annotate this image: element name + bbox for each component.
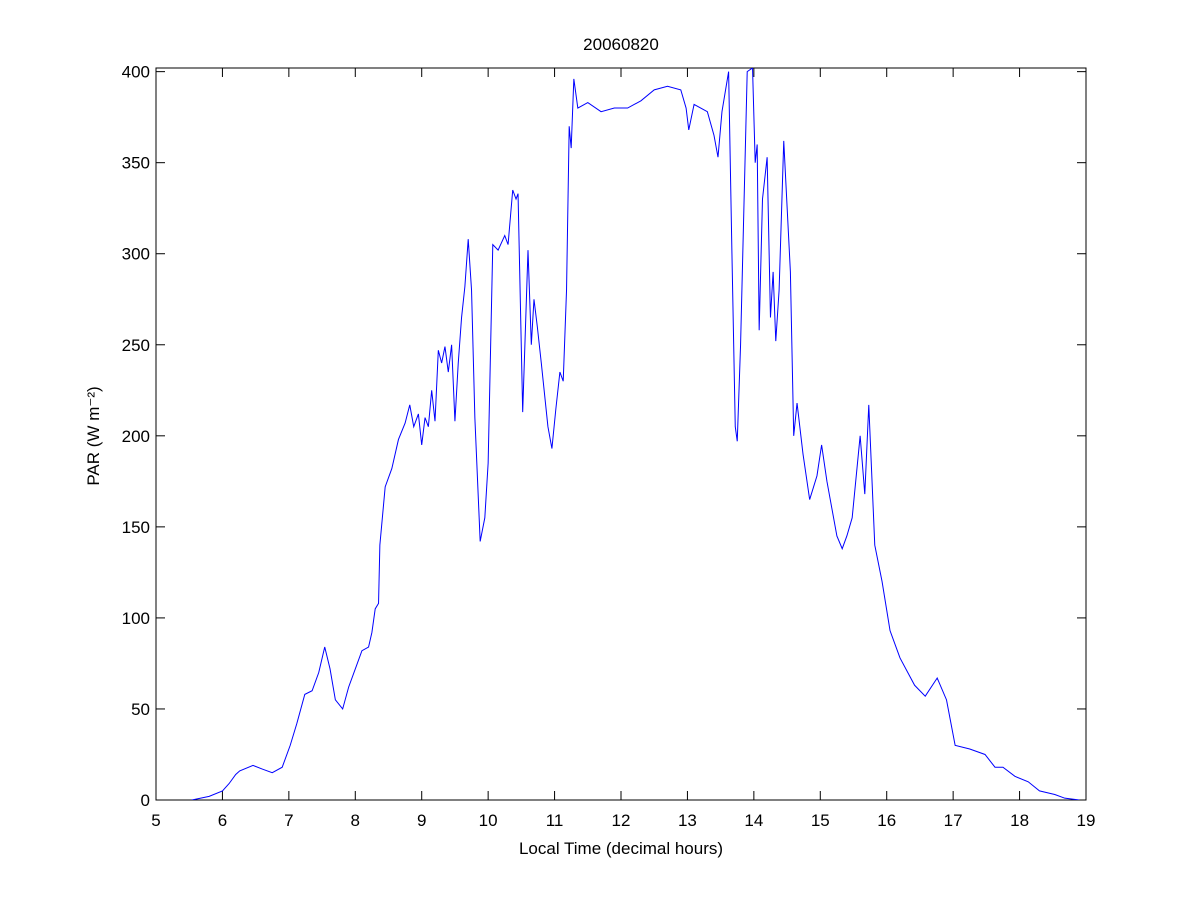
x-axis-label: Local Time (decimal hours)	[519, 839, 723, 858]
x-tick-label: 11	[546, 811, 564, 830]
x-tick-label: 19	[1077, 811, 1096, 830]
x-tick-label: 9	[417, 811, 426, 830]
x-tick-label: 16	[877, 811, 896, 830]
y-tick-label: 250	[122, 336, 150, 355]
y-tick-label: 300	[122, 245, 150, 264]
plot-frame	[155, 67, 1087, 801]
x-tick-label: 15	[811, 811, 830, 830]
chart-title: 20060820	[583, 35, 659, 54]
x-tick-label: 10	[479, 811, 498, 830]
x-tick-label: 5	[151, 811, 160, 830]
y-tick-label: 400	[122, 63, 150, 82]
y-tick-label: 50	[131, 700, 150, 719]
y-tick-label: 200	[122, 427, 150, 446]
x-tick-label: 13	[678, 811, 697, 830]
x-tick-label: 6	[218, 811, 227, 830]
y-tick-label: 0	[141, 791, 150, 810]
y-tick-label: 350	[122, 154, 150, 173]
x-tick-label: 18	[1010, 811, 1029, 830]
x-tick-label: 7	[284, 811, 293, 830]
x-tick-label: 8	[351, 811, 360, 830]
x-tick-label: 17	[944, 811, 963, 830]
y-tick-label: 100	[122, 609, 150, 628]
y-tick-label: 150	[122, 518, 150, 537]
x-tick-label: 12	[612, 811, 631, 830]
y-axis-label: PAR (W m⁻²)	[84, 386, 103, 485]
x-tick-label: 14	[744, 811, 763, 830]
data-line	[191, 68, 1080, 800]
